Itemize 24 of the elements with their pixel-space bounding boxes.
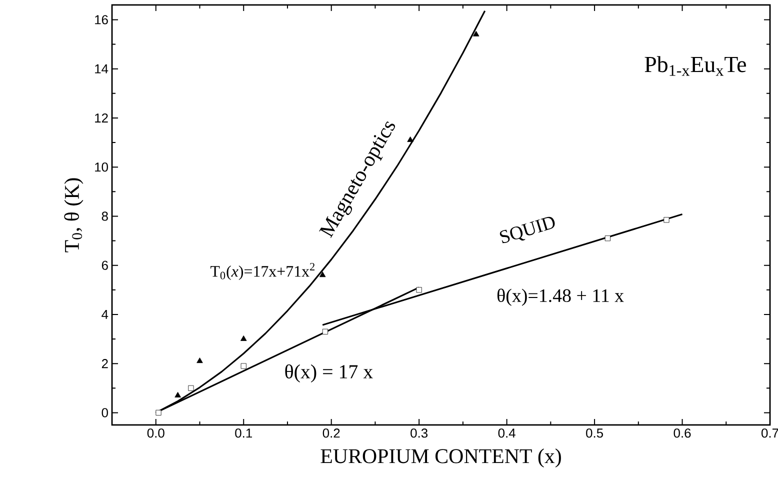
x-tick-label: 0.0 (147, 428, 164, 438)
y-tick-label: 14 (95, 64, 108, 74)
y-tick-label: 2 (102, 359, 108, 368)
x-tick-label: 0.2 (322, 428, 340, 438)
y-tick-label: 16 (95, 15, 108, 24)
y-axis-title: T$_{0}$, θ (K) (64, 178, 84, 252)
y-tick-label: 12 (95, 113, 108, 122)
x-axis-title: EUROPIUM CONTENT (x) (320, 448, 561, 468)
y-tick-label: 0 (102, 408, 108, 418)
y-tick-label: 8 (102, 212, 108, 221)
x-tick-label: 0.3 (410, 428, 428, 438)
x-tick-label: 0.4 (498, 428, 516, 438)
text: Pb$_{1-x}$Eu$_{x}$Te (644, 56, 746, 76)
x-tick-label: 0.7 (762, 428, 778, 438)
x-tick-label: 0.1 (235, 428, 252, 438)
annotation: θ(x)=1.48 + 11 x (497, 288, 624, 306)
annotation: T$_{0}$(x)=17x+71x$^{2}$ (210, 262, 314, 280)
y-tick-label: 10 (95, 162, 108, 172)
y-tick-label: 6 (102, 260, 108, 270)
x-tick-label: 0.6 (674, 428, 691, 438)
x-tick-label: 0.5 (586, 428, 603, 438)
annotation: θ(x) = 17 x (285, 364, 373, 382)
y-tick-label: 4 (102, 310, 108, 319)
annotation: SQUID (500, 216, 555, 244)
